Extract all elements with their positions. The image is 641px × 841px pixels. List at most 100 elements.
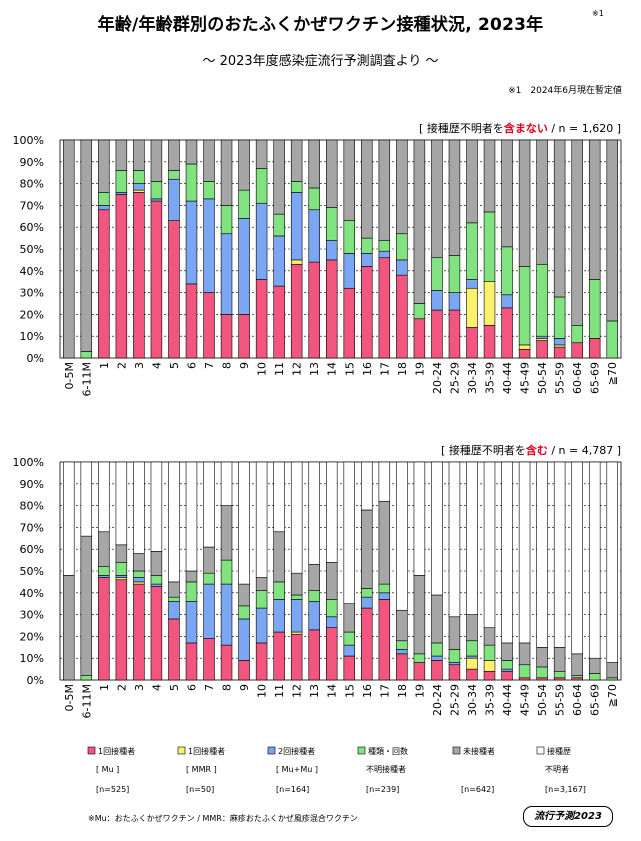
x-tick-label: 5 — [168, 362, 181, 369]
bar-unknown_dose — [343, 631, 356, 646]
bar-mmr1 — [133, 581, 145, 585]
bar-mu2 — [238, 218, 250, 315]
legend-swatch — [177, 746, 186, 755]
bar-mu1 — [361, 266, 373, 359]
bar-unvacc — [431, 139, 443, 259]
bar-unvacc — [378, 139, 391, 241]
bar-unknown_dose — [378, 583, 391, 594]
bar-mu1 — [588, 338, 601, 359]
legend-sublabel: 不明接種者 — [366, 764, 406, 774]
bar-mu2 — [220, 233, 233, 315]
bar-unvacc — [63, 139, 75, 359]
legend-label: 種類・回数 — [368, 746, 408, 756]
bar-unknown_dose — [133, 170, 145, 184]
bar-unknown_dose — [168, 596, 180, 602]
bar-mu1 — [378, 257, 391, 359]
bar-unknown_dose — [115, 170, 128, 193]
bar-mu1 — [483, 670, 496, 681]
bar-mu2 — [238, 618, 250, 661]
x-tick-label: 13 — [308, 684, 321, 698]
bar-mu2 — [448, 292, 461, 311]
x-tick-label: 45-49 — [519, 684, 532, 716]
bar-unvacc — [483, 139, 496, 213]
y-tick-label: 0% — [27, 352, 44, 365]
bar-mu1 — [536, 340, 548, 359]
bar-unvacc — [553, 139, 566, 298]
y-tick-label: 40% — [20, 587, 44, 600]
bar-mu1 — [203, 638, 215, 681]
bar-unknown — [255, 461, 268, 578]
chart-excluding-unknown: [ 接種歴不明者を含まない / n = 1,620 ]0%10%20%30%40… — [13, 121, 622, 396]
y-tick-label: 20% — [20, 308, 44, 321]
bar-unknown — [168, 461, 180, 583]
bar-unknown_dose — [290, 181, 303, 193]
chart-note: [ 接種歴不明者を含む / n = 4,787 ] — [441, 443, 621, 457]
x-tick-label: 18 — [396, 684, 409, 698]
bar-unknown — [606, 461, 618, 663]
bar-unknown_dose — [185, 163, 198, 202]
bar-unknown_dose — [115, 561, 128, 576]
bar-unvacc — [133, 553, 145, 572]
x-tick-label: 19 — [413, 362, 426, 376]
bar-mu2 — [466, 655, 478, 659]
x-tick-label: 11 — [273, 362, 286, 376]
bar-mu1 — [220, 314, 233, 359]
y-tick-label: 100% — [13, 456, 44, 469]
x-tick-label: 16 — [361, 684, 374, 698]
page-title: 年齢/年齢群別のおたふくかぜワクチン接種状況, 2023年 — [97, 15, 544, 35]
bar-unknown_dose — [185, 581, 198, 602]
bar-mu1 — [413, 318, 426, 359]
bar-unvacc — [255, 577, 268, 591]
bar-unknown_dose — [413, 653, 426, 663]
y-tick-label: 30% — [20, 609, 44, 622]
bar-unknown_dose — [238, 605, 250, 620]
x-tick-label: 30-34 — [466, 684, 479, 716]
bar-mu1 — [396, 274, 408, 359]
y-tick-label: 60% — [20, 221, 44, 234]
bar-mu2 — [343, 253, 356, 289]
x-tick-label: 12 — [291, 362, 304, 376]
bar-unknown — [290, 461, 303, 574]
bar-mu1 — [133, 583, 145, 681]
x-tick-label: 1 — [98, 684, 111, 691]
bar-mu1 — [483, 325, 496, 359]
bar-mu1 — [133, 192, 145, 359]
bar-unvacc — [361, 509, 373, 589]
x-tick-label: 20-24 — [431, 362, 444, 394]
bar-unknown — [115, 461, 128, 546]
bar-mu1 — [413, 662, 426, 681]
bar-unvacc — [238, 583, 250, 607]
bar-mu1 — [203, 292, 215, 359]
bar-unknown_dose — [150, 181, 163, 200]
bar-mu1 — [168, 220, 180, 359]
x-tick-label: 35-39 — [484, 362, 497, 394]
x-tick-label: 20-24 — [431, 684, 444, 716]
bar-unknown — [536, 461, 548, 648]
x-tick-label: 60-64 — [571, 684, 584, 716]
bar-unvacc — [220, 505, 233, 561]
bar-unknown_dose — [98, 566, 110, 576]
bar-mu1 — [501, 307, 513, 359]
bar-unvacc — [203, 546, 215, 574]
brand-badge: 流行予測2023 — [523, 806, 613, 827]
chart-including-unknown: [ 接種歴不明者を含む / n = 4,787 ] 0% 10% 20% 30% 40% 5… — [13, 443, 622, 718]
bar-mu1 — [448, 309, 461, 359]
bar-mu2 — [325, 616, 338, 628]
bar-mu2 — [203, 583, 215, 639]
bar-unvacc — [501, 139, 513, 248]
bar-unknown_dose — [361, 237, 373, 254]
x-tick-label: 6-11M — [80, 684, 93, 718]
bar-unvacc — [168, 581, 180, 598]
x-tick-label: 15 — [343, 684, 356, 698]
x-tick-label: ≧70 — [606, 362, 619, 385]
bar-unknown_dose — [518, 266, 531, 346]
legend-label: 未接種者 — [463, 746, 495, 756]
as-of-note: ※1 2024年6月現在暫定値 — [508, 86, 622, 96]
bar-mu2 — [553, 338, 566, 346]
bar-unknown_dose — [98, 192, 110, 206]
bar-unknown_dose — [290, 594, 303, 600]
bar-unknown — [343, 461, 356, 604]
bar-unknown — [98, 461, 110, 533]
bar-mu1 — [553, 677, 566, 681]
y-tick-label: 50% — [20, 243, 44, 256]
